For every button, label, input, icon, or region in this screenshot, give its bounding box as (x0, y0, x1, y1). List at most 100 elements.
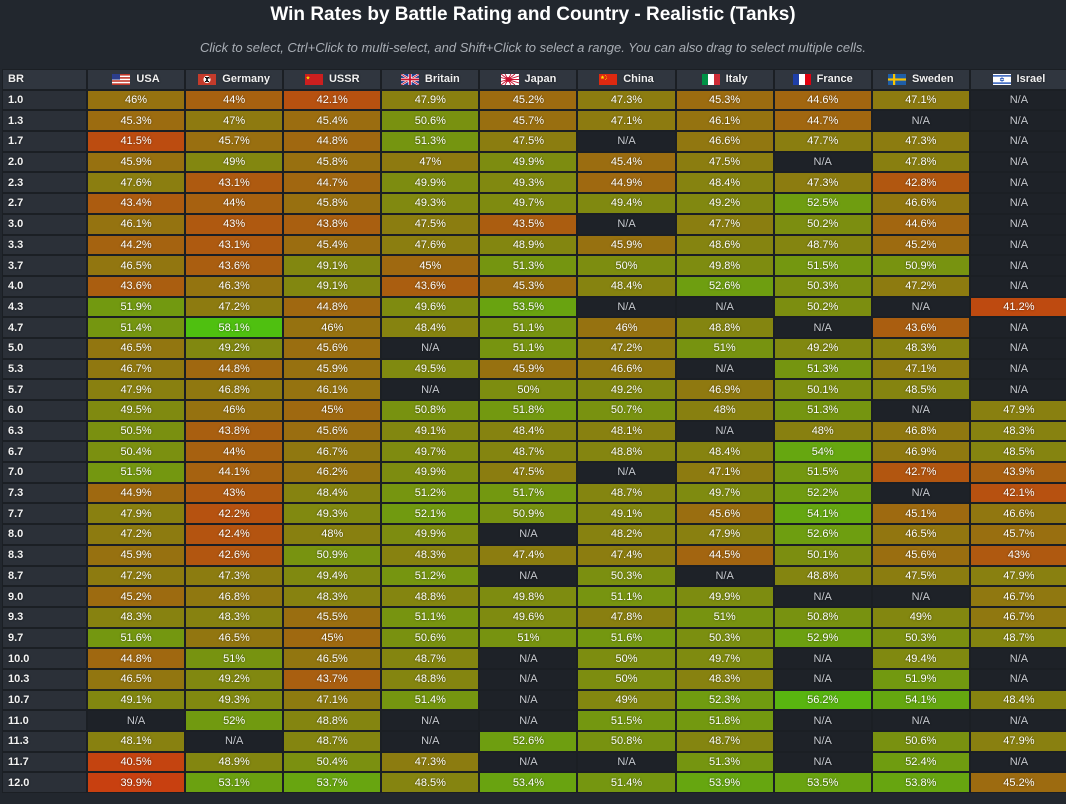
win-rate-cell[interactable]: N/A (479, 524, 578, 545)
win-rate-cell[interactable]: 48.4% (577, 275, 676, 297)
win-rate-cell[interactable]: 51.2% (381, 565, 480, 587)
win-rate-cell[interactable]: 52.5% (773, 193, 872, 214)
br-row-label[interactable]: 4.3 (2, 296, 87, 318)
win-rate-cell[interactable]: 45.8% (283, 151, 382, 173)
win-rate-cell[interactable]: 45.2% (87, 586, 186, 607)
win-rate-cell[interactable]: 47.2% (185, 296, 284, 318)
win-rate-cell[interactable]: 46.8% (871, 420, 970, 442)
win-rate-cell[interactable]: N/A (675, 296, 774, 318)
win-rate-cell[interactable]: 51.4% (577, 772, 676, 794)
br-column-header[interactable]: BR (2, 69, 87, 90)
win-rate-cell[interactable]: 45.9% (577, 234, 676, 256)
win-rate-cell[interactable]: N/A (969, 648, 1066, 669)
win-rate-cell[interactable]: 48.1% (87, 731, 186, 752)
win-rate-cell[interactable]: 48.7% (479, 441, 578, 463)
column-header-israel[interactable]: Israel (969, 69, 1066, 90)
br-row-label[interactable]: 4.0 (2, 275, 87, 297)
win-rate-cell[interactable]: 53.7% (283, 772, 382, 794)
win-rate-cell[interactable]: 45.6% (283, 420, 382, 442)
win-rate-cell[interactable]: 48.8% (283, 710, 382, 731)
win-rate-cell[interactable]: 48.5% (381, 772, 480, 794)
win-rate-cell[interactable]: 47.1% (871, 358, 970, 380)
win-rate-cell[interactable]: 47.3% (577, 89, 676, 111)
win-rate-cell[interactable]: 51.9% (871, 668, 970, 690)
win-rate-cell[interactable]: 52.4% (871, 751, 970, 773)
win-rate-cell[interactable]: 49.7% (479, 193, 578, 214)
win-rate-cell[interactable]: 45.4% (283, 110, 382, 132)
win-rate-cell[interactable]: 50.3% (577, 565, 676, 587)
win-rate-cell[interactable]: 46.1% (283, 379, 382, 400)
win-rate-cell[interactable]: 46.9% (675, 379, 774, 400)
win-rate-cell[interactable]: 50.2% (773, 296, 872, 318)
br-row-label[interactable]: 6.7 (2, 441, 87, 463)
win-rate-cell[interactable]: 45.9% (87, 544, 186, 566)
win-rate-cell[interactable]: 47.5% (381, 213, 480, 235)
win-rate-cell[interactable]: 48.7% (969, 627, 1066, 649)
win-rate-cell[interactable]: N/A (479, 565, 578, 587)
win-rate-cell[interactable]: 46.2% (283, 462, 382, 483)
win-rate-cell[interactable]: N/A (577, 213, 676, 235)
win-rate-cell[interactable]: N/A (577, 131, 676, 152)
win-rate-cell[interactable]: 47.9% (381, 89, 480, 111)
win-rate-cell[interactable]: 44.7% (773, 110, 872, 132)
win-rate-cell[interactable]: 46% (87, 89, 186, 111)
win-rate-cell[interactable]: 45.9% (283, 358, 382, 380)
win-rate-cell[interactable]: 46.6% (675, 131, 774, 152)
win-rate-cell[interactable]: 49.6% (381, 296, 480, 318)
br-row-label[interactable]: 11.7 (2, 751, 87, 773)
win-rate-cell[interactable]: 45.3% (87, 110, 186, 132)
win-rate-cell[interactable]: 43.9% (969, 462, 1066, 483)
win-rate-cell[interactable]: 50.4% (283, 751, 382, 773)
win-rate-cell[interactable]: N/A (969, 234, 1066, 256)
win-rate-cell[interactable]: 46% (283, 317, 382, 338)
win-rate-cell[interactable]: 49.5% (87, 400, 186, 421)
win-rate-cell[interactable]: 43.8% (185, 420, 284, 442)
win-rate-cell[interactable]: 48.7% (283, 731, 382, 752)
win-rate-cell[interactable]: 50.9% (283, 544, 382, 566)
column-header-france[interactable]: France (773, 69, 872, 90)
win-rate-cell[interactable]: 49.3% (479, 172, 578, 194)
win-rate-cell[interactable]: 44.1% (185, 462, 284, 483)
win-rate-cell[interactable]: 46.8% (185, 379, 284, 400)
win-rate-cell[interactable]: 49.8% (479, 586, 578, 607)
win-rate-cell[interactable]: 48% (675, 400, 774, 421)
win-rate-cell[interactable]: 47.1% (283, 689, 382, 711)
win-rate-cell[interactable]: 47.6% (381, 234, 480, 256)
win-rate-cell[interactable]: 46.1% (87, 213, 186, 235)
win-rate-cell[interactable]: 44% (185, 441, 284, 463)
win-rate-cell[interactable]: 51.1% (577, 586, 676, 607)
win-rate-cell[interactable]: 49.6% (479, 606, 578, 628)
win-rate-cell[interactable]: 51.5% (87, 462, 186, 483)
win-rate-cell[interactable]: 50.9% (871, 255, 970, 276)
br-row-label[interactable]: 3.7 (2, 255, 87, 276)
win-rate-cell[interactable]: 51.5% (577, 710, 676, 731)
win-rate-cell[interactable]: N/A (871, 482, 970, 504)
win-rate-cell[interactable]: 46.7% (283, 441, 382, 463)
win-rate-cell[interactable]: 51.8% (479, 400, 578, 421)
win-rate-cell[interactable]: N/A (773, 731, 872, 752)
win-rate-cell[interactable]: 51.7% (479, 482, 578, 504)
win-rate-cell[interactable]: N/A (381, 710, 480, 731)
win-rate-cell[interactable]: 50.9% (479, 503, 578, 525)
win-rate-cell[interactable]: 44.6% (871, 213, 970, 235)
br-row-label[interactable]: 9.0 (2, 586, 87, 607)
win-rate-cell[interactable]: 46.5% (87, 337, 186, 359)
win-rate-cell[interactable]: 50.8% (381, 400, 480, 421)
win-rate-cell[interactable]: 48.4% (283, 482, 382, 504)
win-rate-cell[interactable]: 48.1% (577, 420, 676, 442)
win-rate-cell[interactable]: 42.2% (185, 503, 284, 525)
win-rate-cell[interactable]: 40.5% (87, 751, 186, 773)
win-rate-cell[interactable]: N/A (773, 710, 872, 731)
win-rate-cell[interactable]: 47.8% (577, 606, 676, 628)
win-rate-cell[interactable]: 47.3% (381, 751, 480, 773)
column-header-usa[interactable]: USA (87, 69, 186, 90)
win-rate-cell[interactable]: 47.5% (479, 462, 578, 483)
win-rate-cell[interactable]: 49.3% (283, 503, 382, 525)
win-rate-cell[interactable]: 45.4% (577, 151, 676, 173)
win-rate-cell[interactable]: N/A (185, 731, 284, 752)
win-rate-cell[interactable]: 51.1% (479, 337, 578, 359)
br-row-label[interactable]: 2.7 (2, 193, 87, 214)
win-rate-cell[interactable]: 45.5% (283, 606, 382, 628)
win-rate-cell[interactable]: 44.8% (185, 358, 284, 380)
win-rate-cell[interactable]: 44.7% (283, 172, 382, 194)
